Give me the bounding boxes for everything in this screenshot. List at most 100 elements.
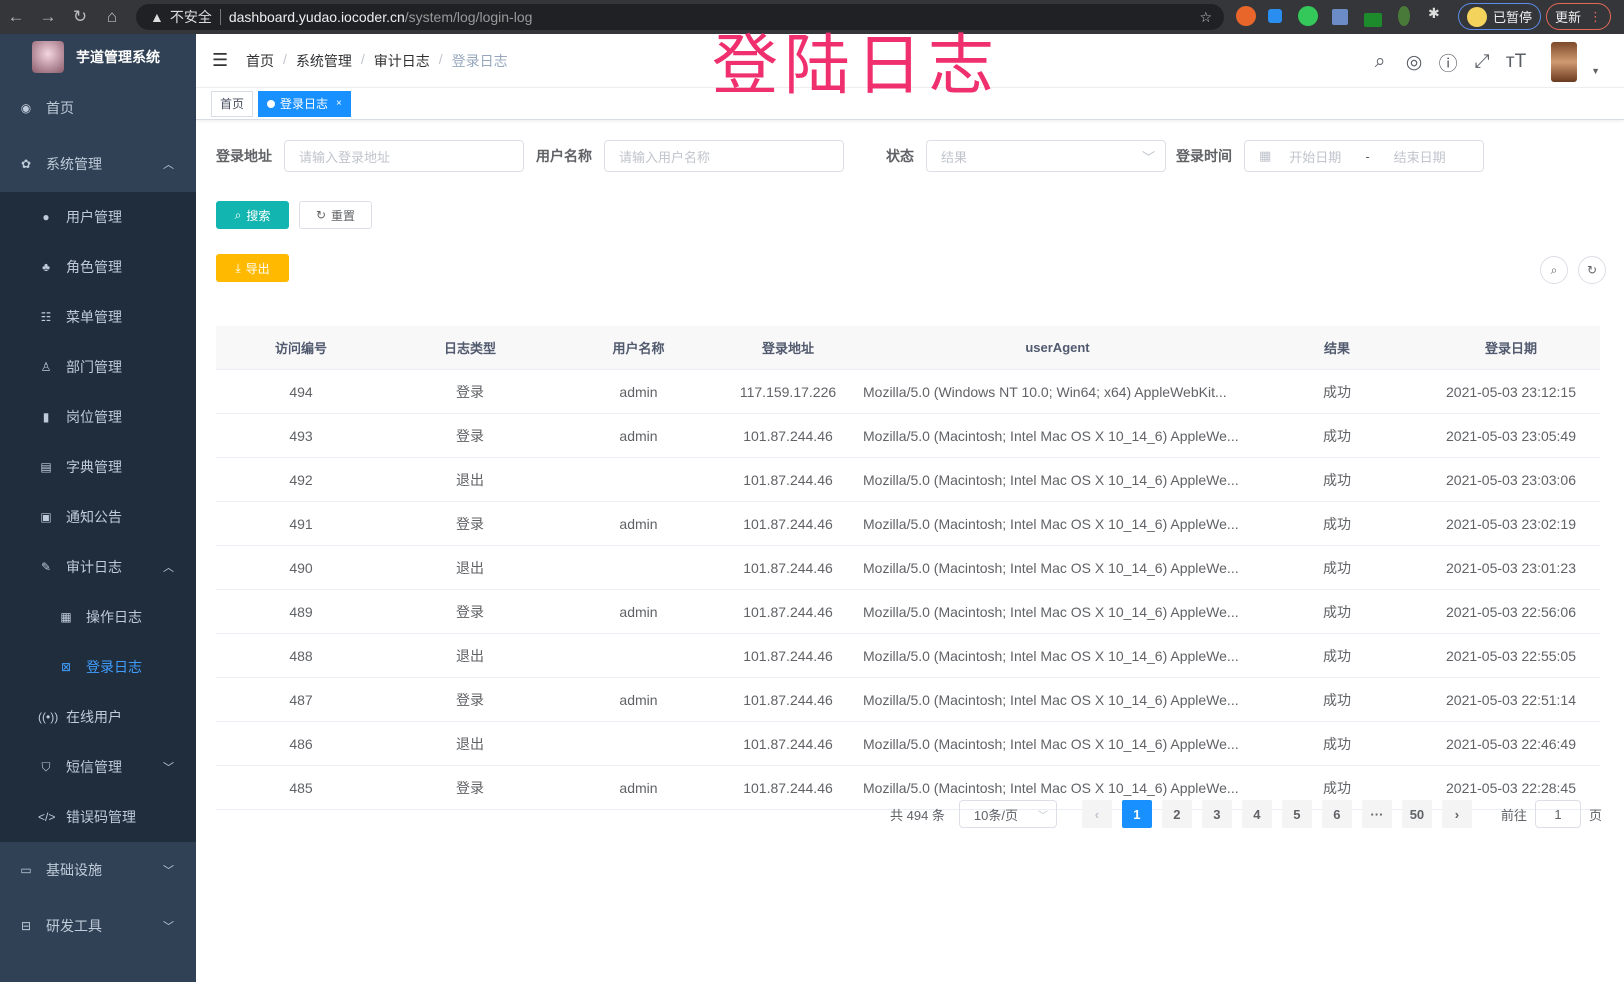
tag-home[interactable]: 首页 (211, 90, 254, 117)
address-bar[interactable]: ▲ 不安全 dashboard.yudao.iocoder.cn/system/… (136, 4, 1224, 30)
sidebar-item-label: 部门管理 (66, 359, 122, 375)
sidebar-item-label: 登录日志 (86, 659, 142, 675)
page-size-select[interactable]: 10条/页 ﹀ (958, 800, 1057, 828)
page-button[interactable]: 50 (1401, 800, 1432, 828)
sidebar-item-system[interactable]: ✿ 系统管理 ︿ (0, 136, 196, 192)
dashboard-icon: ◉ (20, 101, 32, 115)
bookmark-star-icon[interactable]: ☆ (1199, 8, 1212, 25)
addr-input[interactable]: 请输入登录地址 (284, 140, 524, 172)
column-header: 结果 (1323, 341, 1350, 356)
refresh-button[interactable]: ↻ (1578, 256, 1606, 284)
logo-image (32, 41, 64, 73)
table-row[interactable]: 489 登录 admin 101.87.244.46 Mozilla/5.0 (Maci… (216, 590, 1600, 634)
sidebar-item-tool[interactable]: ⊟ 研发工具 ﹀ (0, 898, 196, 954)
table-row[interactable]: 487 登录 admin 101.87.244.46 Mozilla/5.0 (Maci… (216, 678, 1600, 722)
profile-button[interactable]: 已暂停 (1458, 3, 1542, 30)
page-button[interactable]: ··· (1361, 800, 1392, 828)
date-range-picker[interactable]: ▦ 开始日期 - 结束日期 (1244, 140, 1484, 172)
table-row[interactable]: 486 退出 101.87.244.46 Mozilla/5.0 (Macintosh… (216, 722, 1600, 766)
sidebar-item-notice[interactable]: ▣ 通知公告 (0, 492, 196, 542)
table-cell: Mozilla/5.0 (Macintosh; Intel Mac OS X 1… (863, 603, 1239, 620)
table-cell: 101.87.244.46 (743, 735, 833, 752)
back-icon[interactable]: ← (7, 7, 25, 26)
sidebar-item-post[interactable]: ▮ 岗位管理 (0, 392, 196, 442)
sidebar-item-label: 岗位管理 (66, 409, 122, 425)
user-avatar[interactable] (1551, 42, 1578, 82)
tag-login-log[interactable]: 登录日志 × (258, 90, 351, 117)
extension-icon[interactable] (1332, 9, 1348, 25)
sidebar-item-dept[interactable]: ♙ 部门管理 (0, 342, 196, 392)
table-row[interactable]: 491 登录 admin 101.87.244.46 Mozilla/5.0 (Maci… (216, 502, 1600, 546)
table-cell: admin (619, 427, 658, 444)
export-button[interactable]: ⤓ 导出 (216, 254, 289, 282)
table-cell: admin (619, 515, 658, 532)
extension-icon[interactable] (1236, 6, 1256, 26)
extension-icon[interactable] (1268, 9, 1282, 23)
username-input[interactable]: 请输入用户名称 (604, 140, 844, 172)
sidebar-item-dict[interactable]: ▤ 字典管理 (0, 442, 196, 492)
puzzle-icon[interactable]: ✱ (1428, 5, 1440, 21)
page-button[interactable]: 5 (1281, 800, 1312, 828)
breadcrumb: 首页 / 系统管理 / 审计日志 / 登录日志 (246, 50, 508, 69)
sidebar-item-login-log[interactable]: ⊠ 登录日志 (0, 642, 196, 692)
table-row[interactable]: 493 登录 admin 101.87.244.46 Mozilla/5.0 (Maci… (216, 414, 1600, 458)
search-button[interactable]: ⌕ 搜索 (216, 201, 289, 229)
home-icon[interactable]: ⌂ (106, 7, 118, 26)
table-row[interactable]: 490 退出 101.87.244.46 Mozilla/5.0 (Macintosh… (216, 546, 1600, 590)
extension-icon[interactable] (1398, 6, 1410, 26)
sidebar-item-infra[interactable]: ▭ 基础设施 ﹀ (0, 842, 196, 898)
sidebar-item-operate-log[interactable]: ▦ 操作日志 (0, 592, 196, 642)
sidebar-item-error-code[interactable]: </> 错误码管理 (0, 792, 196, 842)
forward-icon[interactable]: → (39, 7, 57, 26)
page-button[interactable]: 3 (1201, 800, 1232, 828)
extension-icon[interactable] (1298, 6, 1318, 26)
table-cell: 成功 (1323, 427, 1351, 444)
goto-page-input[interactable]: 1 (1534, 800, 1581, 828)
page-button[interactable]: 1 (1121, 800, 1152, 828)
fullscreen-icon[interactable]: ⤢ (1474, 51, 1490, 72)
page-button[interactable]: 4 (1241, 800, 1272, 828)
addr-label: 登录地址 (216, 148, 272, 164)
sidebar-item-menu[interactable]: ☷ 菜单管理 (0, 292, 196, 342)
message-icon: ▣ (40, 510, 52, 524)
next-page-button[interactable]: › (1441, 800, 1472, 828)
sidebar-item-online[interactable]: ((•)) 在线用户 (0, 692, 196, 742)
extension-icon[interactable] (1364, 13, 1382, 27)
reload-icon[interactable]: ↻ (72, 7, 88, 26)
breadcrumb-item[interactable]: 首页 (246, 52, 274, 69)
sidebar-item-label: 用户管理 (66, 209, 122, 225)
question-icon[interactable]: ⓘ (1438, 53, 1458, 75)
table-row[interactable]: 494 登录 admin 117.159.17.226 Mozilla/5.0 (Win… (216, 370, 1600, 414)
caret-down-icon[interactable]: ▼ (1591, 66, 1600, 76)
update-button[interactable]: 更新 ⋮ (1546, 3, 1612, 30)
toggle-search-button[interactable]: ⌕ (1540, 256, 1568, 284)
table-row[interactable]: 492 退出 101.87.244.46 Mozilla/5.0 (Macintosh… (216, 458, 1600, 502)
table-cell: 2021-05-03 22:51:14 (1446, 691, 1576, 708)
table-row[interactable]: 488 退出 101.87.244.46 Mozilla/5.0 (Macintosh… (216, 634, 1600, 678)
github-icon[interactable]: ◎ (1405, 51, 1423, 73)
table-row[interactable]: 485 登录 admin 101.87.244.46 Mozilla/5.0 (Maci… (216, 766, 1600, 810)
table-cell: 2021-05-03 22:46:49 (1446, 735, 1576, 752)
end-date[interactable]: 结束日期 (1393, 149, 1446, 165)
page-button[interactable]: 6 (1321, 800, 1352, 828)
total-count: 共 494 条 (890, 807, 945, 823)
sidebar-item-sms[interactable]: ⛉ 短信管理 ﹀ (0, 742, 196, 792)
close-icon[interactable]: × (336, 98, 342, 109)
prev-page-button[interactable]: ‹ (1081, 800, 1112, 828)
sidebar-item-user[interactable]: ● 用户管理 (0, 192, 196, 242)
start-date[interactable]: 开始日期 (1289, 149, 1342, 165)
page-button[interactable]: 2 (1161, 800, 1192, 828)
table-cell: 2021-05-03 23:05:49 (1446, 427, 1576, 444)
hamburger-icon[interactable]: ☰ (212, 50, 229, 70)
sidebar-item-home[interactable]: ◉ 首页 (0, 80, 196, 136)
table-cell: admin (619, 383, 658, 400)
sidebar-logo[interactable]: 芋道管理系统 (0, 34, 196, 80)
sidebar-item-audit[interactable]: ✎ 审计日志 ︿ (0, 542, 196, 592)
font-size-icon[interactable]: ᴛT (1505, 51, 1527, 72)
search-icon[interactable]: ⌕ (1374, 51, 1386, 72)
reset-button[interactable]: ↻ 重置 (299, 201, 372, 229)
table-cell: Mozilla/5.0 (Macintosh; Intel Mac OS X 1… (863, 647, 1239, 664)
status-select[interactable]: 结果 ﹀ (926, 140, 1166, 172)
sidebar-item-role[interactable]: ♣ 角色管理 (0, 242, 196, 292)
table-cell: 485 (289, 779, 313, 796)
